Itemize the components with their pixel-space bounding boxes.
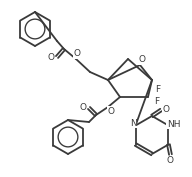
Text: O: O bbox=[79, 104, 87, 113]
Text: O: O bbox=[74, 50, 80, 59]
Text: F: F bbox=[156, 85, 161, 95]
Text: NH: NH bbox=[167, 120, 180, 129]
Text: N: N bbox=[130, 119, 137, 128]
Text: O: O bbox=[162, 105, 170, 115]
Text: O: O bbox=[108, 107, 114, 116]
Text: F: F bbox=[154, 98, 160, 107]
Text: O: O bbox=[47, 53, 55, 61]
Text: O: O bbox=[138, 56, 146, 64]
Text: O: O bbox=[167, 156, 174, 165]
